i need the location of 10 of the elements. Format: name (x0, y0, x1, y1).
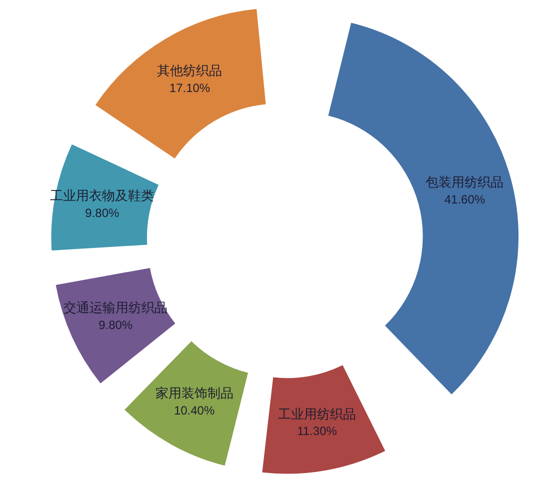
slice-label: 包装用纺织品 (426, 174, 504, 190)
slice-label: 其他纺织品 (157, 62, 222, 78)
slice-label: 工业用纺织品 (278, 406, 356, 422)
data-label: 9.80% (85, 206, 120, 220)
data-label: 9.80% (98, 318, 133, 332)
data-label: 11.30% (297, 424, 338, 438)
data-label: 41.60% (444, 192, 486, 206)
slice-label: 家用装饰制品 (155, 385, 234, 400)
data-label: 10.40% (174, 403, 215, 418)
data-label: 17.10% (169, 80, 210, 95)
